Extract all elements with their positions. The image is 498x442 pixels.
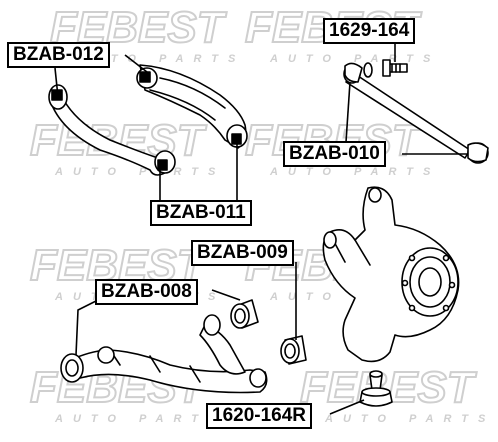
svg-text:AUTO PARTS: AUTO PARTS (269, 166, 440, 178)
leader-bzab-012-b (124, 54, 148, 73)
svg-text:AUTO PARTS: AUTO PARTS (54, 413, 225, 425)
part-label-bzab-010: BZAB-010 (283, 141, 386, 167)
svg-text:FEBEST: FEBEST (300, 363, 477, 412)
part-label-bzab-012: BZAB-012 (7, 42, 110, 68)
leader-bzab-008-a (75, 299, 99, 356)
svg-text:AUTO PARTS: AUTO PARTS (54, 166, 225, 178)
watermark-logo: FEBEST AUTO PARTS (299, 362, 495, 425)
leader-bzab-010-a (345, 81, 351, 143)
part-label-bzab-011: BZAB-011 (150, 200, 252, 226)
part-label-1629-164: 1629-164 (323, 18, 416, 44)
bushing-lower (280, 335, 307, 365)
svg-text:FEBEST: FEBEST (30, 116, 207, 165)
part-label-bzab-009: BZAB-009 (191, 240, 294, 266)
leader-bzab-012-a (54, 67, 59, 98)
ball-joint (359, 370, 393, 407)
svg-text:AUTO PARTS: AUTO PARTS (74, 53, 245, 65)
bolt-and-washer (363, 59, 408, 78)
svg-text:AUTO PARTS: AUTO PARTS (324, 413, 495, 425)
lateral-link (343, 62, 489, 164)
bushing-upper (230, 299, 259, 329)
watermark-logo: FEBEST AUTO PARTS (29, 115, 225, 178)
leader-1620-164r (329, 399, 365, 415)
part-label-1620-164r: 1620-164R (206, 403, 313, 429)
part-label-bzab-008: BZAB-008 (95, 279, 198, 305)
leader-bzab-008-b (211, 289, 241, 301)
steering-knuckle (322, 186, 460, 363)
lower-control-arm (60, 314, 268, 394)
upper-control-arm (48, 64, 248, 176)
